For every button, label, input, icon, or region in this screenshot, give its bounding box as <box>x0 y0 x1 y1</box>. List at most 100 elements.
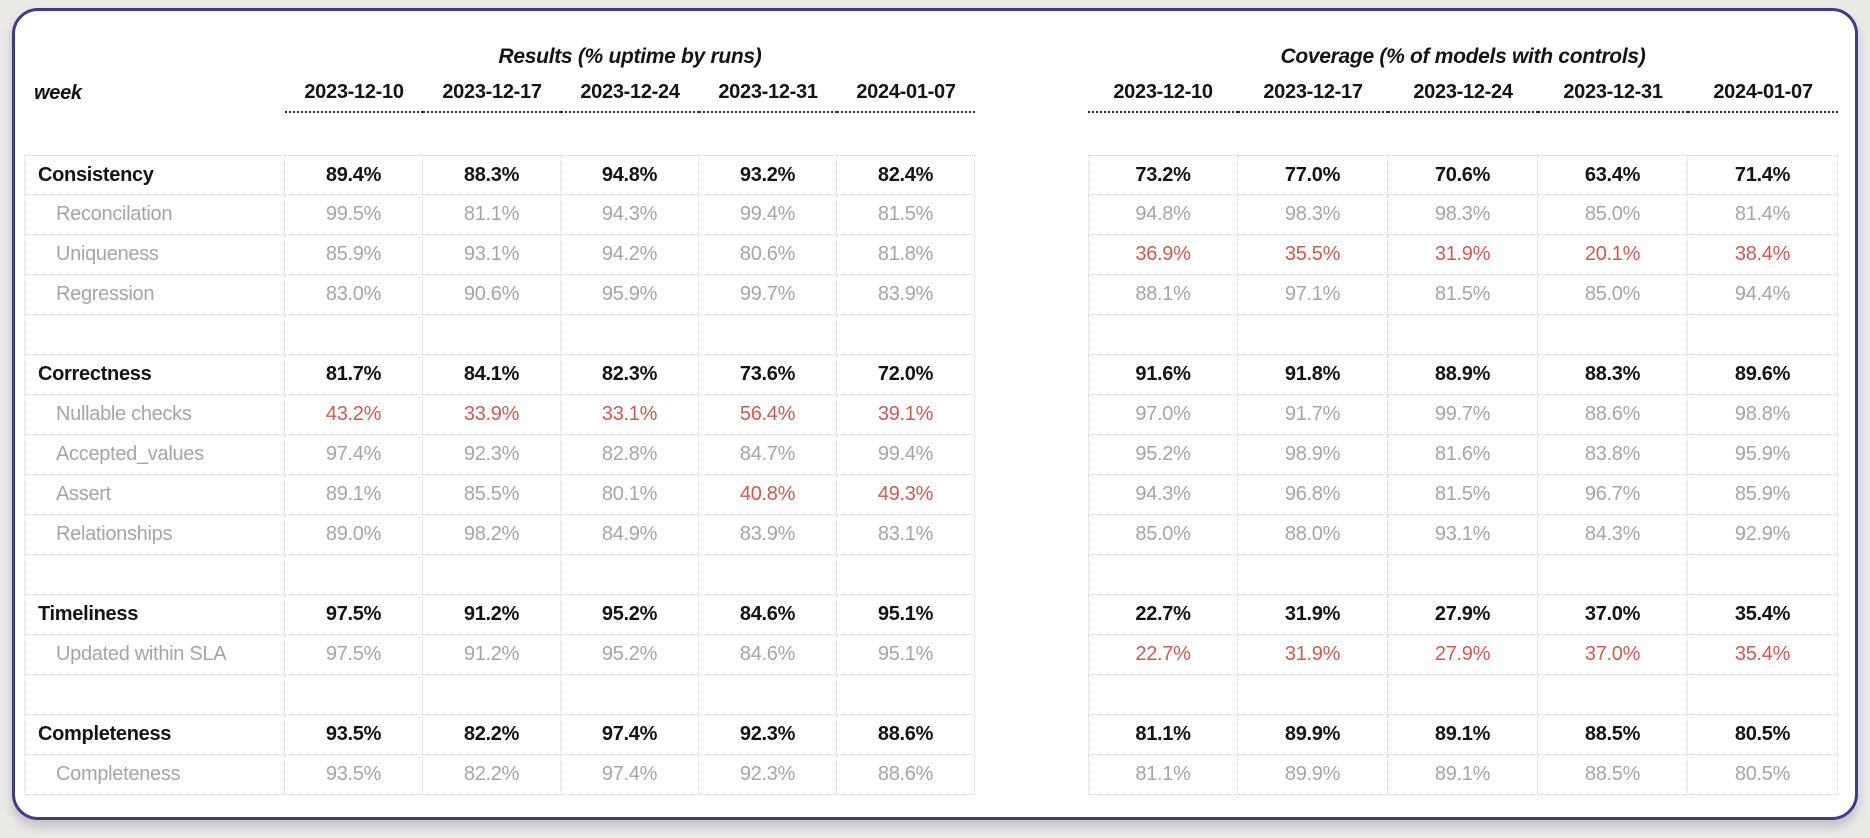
row-label: Nullable checks <box>24 395 285 435</box>
row-label: Uniqueness <box>24 235 285 275</box>
results-value-cell: 93.2% <box>699 155 837 195</box>
results-week-header: 2023-12-31 <box>699 73 837 113</box>
coverage-value-cell <box>1088 315 1238 355</box>
coverage-value-cell: 98.3% <box>1388 195 1538 235</box>
results-value-cell: 88.6% <box>837 715 975 755</box>
coverage-value-cell: 99.7% <box>1388 395 1538 435</box>
row-label: Consistency <box>24 155 285 195</box>
coverage-value-cell: 98.8% <box>1688 395 1838 435</box>
coverage-value-cell: 91.8% <box>1238 355 1388 395</box>
coverage-value-cell: 97.0% <box>1088 395 1238 435</box>
results-value-cell: 99.4% <box>699 195 837 235</box>
results-value-cell: 95.1% <box>837 595 975 635</box>
table-gap <box>975 235 1088 275</box>
results-value-cell: 81.8% <box>837 235 975 275</box>
coverage-value-cell <box>1538 675 1688 715</box>
table-gap <box>975 675 1088 715</box>
coverage-value-cell: 77.0% <box>1238 155 1388 195</box>
coverage-value-cell <box>1388 675 1538 715</box>
coverage-section-title: Coverage (% of models with controls) <box>1280 45 1646 68</box>
coverage-value-cell: 83.8% <box>1538 435 1688 475</box>
results-value-cell: 43.2% <box>285 395 423 435</box>
results-week-header: 2024-01-07 <box>837 73 975 113</box>
results-value-cell <box>561 315 699 355</box>
coverage-week-header: 2023-12-17 <box>1238 73 1388 113</box>
coverage-value-cell: 22.7% <box>1088 595 1238 635</box>
results-value-cell <box>699 675 837 715</box>
results-value-cell: 91.2% <box>423 635 561 675</box>
results-value-cell: 88.3% <box>423 155 561 195</box>
coverage-value-cell: 35.4% <box>1688 595 1838 635</box>
coverage-value-cell: 96.7% <box>1538 475 1688 515</box>
results-value-cell: 84.7% <box>699 435 837 475</box>
results-value-cell <box>561 675 699 715</box>
results-value-cell <box>285 675 423 715</box>
coverage-value-cell: 98.3% <box>1238 195 1388 235</box>
results-value-cell: 82.3% <box>561 355 699 395</box>
coverage-value-cell <box>1688 555 1838 595</box>
table-gap <box>975 315 1088 355</box>
results-value-cell: 89.1% <box>285 475 423 515</box>
table-gap <box>975 275 1088 315</box>
coverage-value-cell <box>1688 675 1838 715</box>
results-value-cell <box>423 315 561 355</box>
coverage-value-cell: 80.5% <box>1688 715 1838 755</box>
results-value-cell: 97.4% <box>561 755 699 795</box>
coverage-value-cell <box>1088 675 1238 715</box>
results-value-cell <box>423 675 561 715</box>
coverage-value-cell: 63.4% <box>1538 155 1688 195</box>
coverage-value-cell: 96.8% <box>1238 475 1388 515</box>
results-value-cell: 88.6% <box>837 755 975 795</box>
coverage-value-cell <box>1538 315 1688 355</box>
coverage-value-cell: 84.3% <box>1538 515 1688 555</box>
results-value-cell: 33.1% <box>561 395 699 435</box>
results-value-cell: 90.6% <box>423 275 561 315</box>
results-value-cell <box>423 555 561 595</box>
results-value-cell <box>837 675 975 715</box>
coverage-value-cell: 85.0% <box>1088 515 1238 555</box>
results-value-cell: 85.5% <box>423 475 561 515</box>
row-label: Accepted_values <box>24 435 285 475</box>
row-label: Updated within SLA <box>24 635 285 675</box>
results-value-cell: 84.6% <box>699 635 837 675</box>
results-value-cell: 94.8% <box>561 155 699 195</box>
coverage-value-cell: 92.9% <box>1688 515 1838 555</box>
coverage-value-cell <box>1388 315 1538 355</box>
results-value-cell <box>837 555 975 595</box>
coverage-week-header: 2023-12-10 <box>1088 73 1238 113</box>
results-value-cell: 95.9% <box>561 275 699 315</box>
results-value-cell: 82.4% <box>837 155 975 195</box>
week-header-label: week <box>34 81 82 104</box>
results-value-cell <box>285 315 423 355</box>
coverage-value-cell: 88.1% <box>1088 275 1238 315</box>
results-value-cell: 82.2% <box>423 715 561 755</box>
coverage-week-header: 2024-01-07 <box>1688 73 1838 113</box>
results-value-cell: 80.6% <box>699 235 837 275</box>
coverage-value-cell: 81.5% <box>1388 475 1538 515</box>
coverage-value-cell: 31.9% <box>1238 635 1388 675</box>
results-value-cell <box>699 555 837 595</box>
table-gap <box>975 355 1088 395</box>
coverage-value-cell: 81.1% <box>1088 755 1238 795</box>
results-value-cell <box>285 555 423 595</box>
results-value-cell: 99.7% <box>699 275 837 315</box>
results-value-cell: 84.9% <box>561 515 699 555</box>
row-label: Timeliness <box>24 595 285 635</box>
results-value-cell: 92.3% <box>423 435 561 475</box>
coverage-value-cell: 94.3% <box>1088 475 1238 515</box>
table-gap <box>975 635 1088 675</box>
week-header-row: week 2023-12-10 2023-12-17 2023-12-24 2023-… <box>24 73 1855 113</box>
results-value-cell: 39.1% <box>837 395 975 435</box>
coverage-value-cell: 91.6% <box>1088 355 1238 395</box>
results-value-cell: 73.6% <box>699 355 837 395</box>
coverage-week-header: 2023-12-24 <box>1388 73 1538 113</box>
results-value-cell: 85.9% <box>285 235 423 275</box>
results-value-cell: 83.1% <box>837 515 975 555</box>
results-value-cell: 89.4% <box>285 155 423 195</box>
coverage-value-cell: 22.7% <box>1088 635 1238 675</box>
coverage-value-cell: 71.4% <box>1688 155 1838 195</box>
coverage-value-cell: 88.6% <box>1538 395 1688 435</box>
coverage-value-cell: 37.0% <box>1538 635 1688 675</box>
coverage-value-cell: 88.5% <box>1538 755 1688 795</box>
coverage-value-cell: 88.9% <box>1388 355 1538 395</box>
